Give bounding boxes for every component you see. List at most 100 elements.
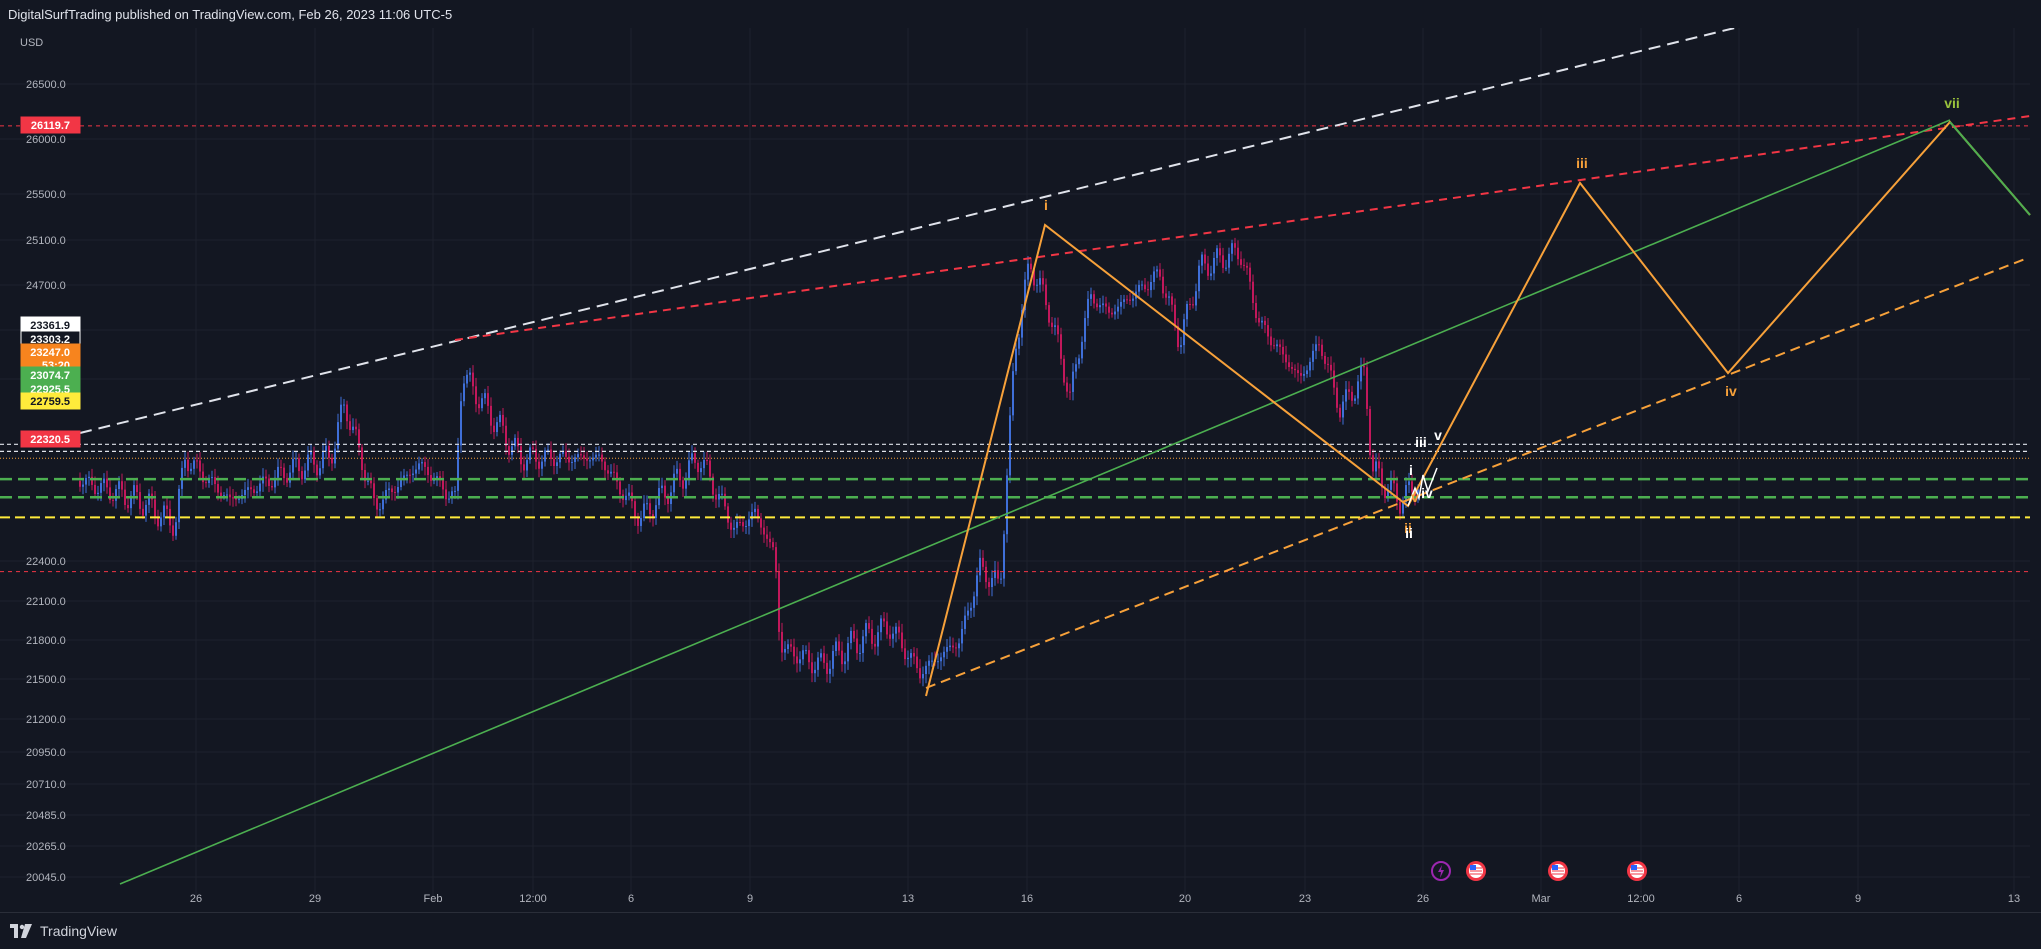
- candle-body: [79, 480, 81, 487]
- time-axis[interactable]: 26 29 Feb 12:00 6 9 13 16 20 23 26 Mar 12:00 6 9 13: [190, 893, 2020, 905]
- candle-body: [511, 446, 513, 455]
- candle-body: [154, 499, 156, 518]
- candle-body: [982, 557, 984, 567]
- candle-body: [559, 453, 561, 463]
- candle-body: [592, 457, 594, 461]
- candle-body: [865, 623, 867, 637]
- candle-body: [1153, 271, 1155, 282]
- candle-body: [145, 504, 147, 516]
- candle-body: [862, 636, 864, 653]
- candle-body: [1339, 407, 1341, 418]
- candle-body: [136, 485, 138, 493]
- candle-body: [958, 643, 960, 649]
- candle-body: [1036, 284, 1038, 286]
- candle-body: [211, 477, 213, 479]
- candle-body: [463, 383, 465, 402]
- candle-body: [283, 467, 285, 479]
- candle-body: [712, 476, 714, 495]
- candle-body: [205, 482, 207, 484]
- candle-body: [976, 575, 978, 597]
- candle-body: [772, 542, 774, 548]
- x-tick-label: 26: [1417, 893, 1429, 905]
- candle-body: [664, 485, 666, 498]
- y-tick-label: 26500.0: [26, 79, 66, 91]
- candle-body: [574, 457, 576, 463]
- x-tick-label: 20: [1179, 893, 1191, 905]
- candle-body: [814, 669, 816, 674]
- candle-body: [547, 449, 549, 451]
- candle-body: [118, 481, 120, 490]
- candle-body: [499, 414, 501, 423]
- candle-body: [619, 481, 621, 495]
- candle-body: [1327, 363, 1329, 365]
- candle-body: [1210, 273, 1212, 276]
- candle-body: [1228, 253, 1230, 268]
- candle-body: [616, 472, 618, 482]
- x-tick-label: 9: [747, 893, 753, 905]
- x-tick-label: 23: [1299, 893, 1311, 905]
- price-tag-label: 23074.7: [30, 370, 70, 382]
- x-tick-label: 12:00: [1627, 893, 1655, 905]
- candle-body: [1387, 489, 1389, 498]
- candle-body: [820, 653, 822, 658]
- us-flag-icon[interactable]: [1466, 861, 1486, 881]
- event-icons[interactable]: [1431, 861, 1647, 881]
- candle-body: [727, 506, 729, 523]
- candle-body: [1021, 310, 1023, 338]
- candle-body: [124, 489, 126, 505]
- candle-body: [1144, 284, 1146, 290]
- candle-body: [1177, 325, 1179, 348]
- candle-body: [421, 462, 423, 464]
- candle-body: [367, 480, 369, 482]
- y-tick-label: 20950.0: [26, 747, 66, 759]
- candle-body: [295, 458, 297, 460]
- candle-body: [250, 487, 252, 490]
- candle-body: [253, 489, 255, 493]
- candle-body: [1072, 371, 1074, 392]
- chart-header: DigitalSurfTrading published on TradingV…: [0, 0, 2041, 29]
- lightning-bolt: [1438, 865, 1444, 878]
- candle-body: [1138, 284, 1140, 292]
- sub-wave-path: [1407, 467, 1438, 507]
- candle-body: [481, 398, 483, 409]
- candle-body: [697, 462, 699, 473]
- candle-body: [91, 476, 93, 485]
- candle-body: [967, 610, 969, 616]
- candle-body: [688, 460, 690, 480]
- candle-body: [1189, 304, 1191, 306]
- candle-body: [1084, 318, 1086, 342]
- y-tick-label: 25100.0: [26, 235, 66, 247]
- candle-body: [139, 492, 141, 509]
- us-flag-icon[interactable]: [1548, 861, 1568, 881]
- candle-body: [1306, 370, 1308, 375]
- candle-body: [523, 464, 525, 471]
- us-flag-icon[interactable]: [1627, 861, 1647, 881]
- candle-body: [121, 481, 123, 490]
- candle-body: [487, 393, 489, 406]
- tradingview-logo-icon: [10, 924, 32, 938]
- candle-body: [1369, 408, 1371, 456]
- candle-body: [457, 445, 459, 491]
- candle-body: [418, 463, 420, 470]
- price-tag-bg: [20, 116, 81, 134]
- candle-body: [853, 630, 855, 639]
- candle-body: [1120, 301, 1122, 307]
- candle-body: [1102, 303, 1104, 306]
- candle-body: [832, 651, 834, 669]
- candle-body: [595, 454, 597, 458]
- y-tick-label: 20265.0: [26, 841, 66, 853]
- candle-body: [388, 488, 390, 491]
- candle-body: [757, 508, 759, 519]
- candle-body: [805, 650, 807, 652]
- candle-body: [784, 649, 786, 653]
- candle-body: [304, 470, 306, 480]
- final-wave-leg: [1949, 121, 2031, 216]
- candle-body: [373, 483, 375, 499]
- candle-body: [1270, 336, 1272, 346]
- publication-info: DigitalSurfTrading published on TradingV…: [8, 7, 453, 22]
- tradingview-brand[interactable]: TradingView: [10, 923, 117, 939]
- candle-body: [964, 615, 966, 629]
- lightning-icon[interactable]: [1431, 861, 1451, 881]
- candle-body: [337, 422, 339, 449]
